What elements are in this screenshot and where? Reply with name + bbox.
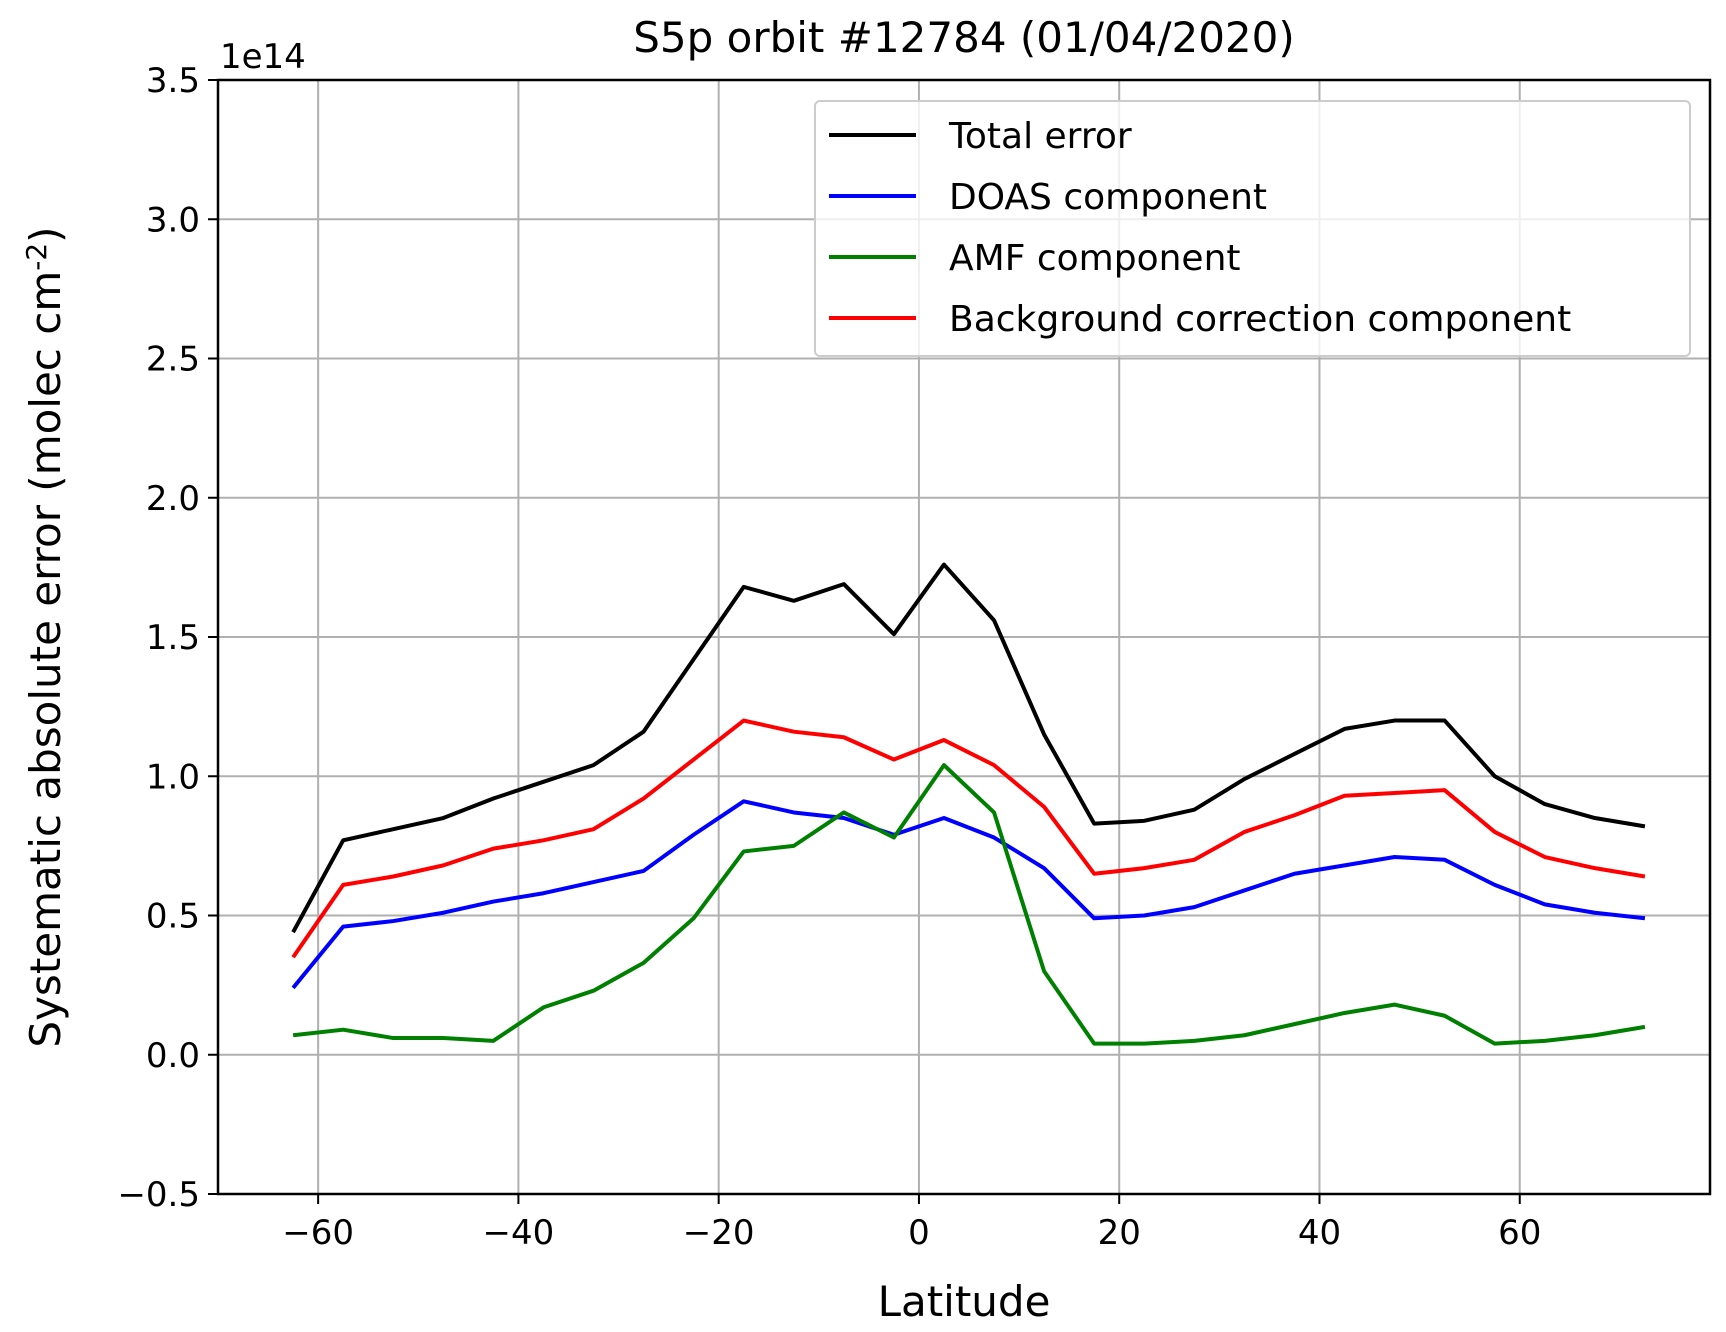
series-lines [291,562,1646,1046]
y-tick-label: 3.5 [146,61,200,101]
x-tick-label: −20 [683,1213,755,1253]
series-line-total-error [291,562,1646,934]
x-tick-label: 60 [1498,1213,1541,1253]
chart-title: S5p orbit #12784 (01/04/2020) [633,13,1295,62]
legend-label-background-correction-component: Background correction component [949,299,1571,340]
y-tick-label: −0.5 [117,1175,200,1215]
y-axis-label: Systematic absolute error (molec cm-2) [20,226,70,1047]
series-line-doas-component [291,799,1646,990]
y-tick-label: 2.0 [146,479,200,519]
y-tick-label: 3.0 [146,200,200,240]
y-tick-label: 2.5 [146,340,200,380]
axis-ticks: −60 −40 −20 0 20 40 60 −0.5 0.0 0.5 1.0 1.5 2.0 2.5 3.… [117,61,1541,1253]
y-axis-offset-label: 1e14 [220,37,306,77]
y-tick-label: 0.0 [146,1036,200,1076]
y-axis-label-superscript: -2 [20,243,53,271]
legend-label-doas-component: DOAS component [949,177,1267,218]
x-tick-label: −60 [282,1213,354,1253]
legend: Total error DOAS component AMF component Ba… [814,100,1691,357]
series-line-background-correction-component [291,718,1646,959]
x-tick-label: −40 [483,1213,555,1253]
x-axis-label: Latitude [878,1277,1051,1326]
y-tick-label: 0.5 [146,897,200,937]
y-axis-label-main: Systematic absolute error (molec cm [21,271,70,1048]
x-tick-label: 0 [908,1213,930,1253]
y-tick-label: 1.5 [146,618,200,658]
x-tick-label: 20 [1098,1213,1141,1253]
x-tick-label: 40 [1298,1213,1341,1253]
y-axis-label-end: ) [21,226,70,242]
legend-label-amf-component: AMF component [949,238,1241,279]
y-tick-label: 1.0 [146,757,200,797]
legend-label-total-error: Total error [948,116,1132,157]
series-line-amf-component [292,763,1646,1046]
legend-box [814,100,1691,357]
